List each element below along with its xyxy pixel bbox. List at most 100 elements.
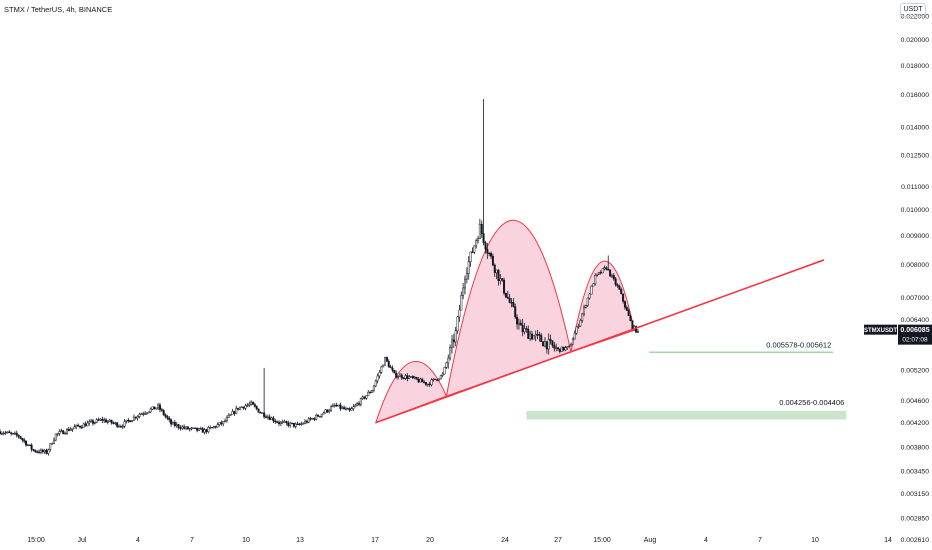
candle-body <box>279 421 282 425</box>
candle <box>242 406 245 410</box>
candle-body <box>86 422 89 427</box>
candle <box>607 255 610 271</box>
candle <box>339 402 342 412</box>
candle-body <box>88 421 91 424</box>
candle-body <box>480 223 483 234</box>
y-tick-label: 0.003800 <box>901 445 930 452</box>
candle <box>346 407 349 410</box>
candle-body <box>532 335 535 340</box>
candle <box>54 433 57 442</box>
candle <box>105 418 108 423</box>
candle-body <box>324 409 327 414</box>
candle <box>352 404 355 411</box>
candle-body <box>517 322 520 325</box>
candle-body <box>248 403 251 406</box>
currency-selector[interactable]: USDT <box>900 3 926 17</box>
candle-body <box>134 416 137 419</box>
candle-body <box>19 436 22 439</box>
candle-body <box>374 380 377 387</box>
candle-body <box>484 242 487 250</box>
candle <box>185 426 187 431</box>
candle-body <box>229 414 232 416</box>
candle-body <box>504 292 507 298</box>
pattern-hump-1 <box>374 361 448 424</box>
candle-body <box>62 430 65 435</box>
candle-body <box>211 426 214 429</box>
candle <box>134 416 137 420</box>
candle <box>478 218 481 240</box>
candle <box>238 406 241 411</box>
candle <box>636 329 639 333</box>
candle-body <box>566 346 569 348</box>
candle-body <box>490 253 493 257</box>
candle-body <box>555 347 558 349</box>
candle-body <box>348 408 351 411</box>
candle-body <box>132 416 135 421</box>
candle-body <box>251 401 254 405</box>
candle <box>95 418 98 424</box>
candle <box>131 420 134 423</box>
candle <box>413 376 416 380</box>
candle-body <box>151 406 154 410</box>
candle-body <box>432 378 435 381</box>
candle <box>13 431 16 435</box>
candle <box>142 411 145 417</box>
candle <box>235 405 238 415</box>
candle-body <box>38 451 41 453</box>
candle <box>261 412 264 414</box>
candle-body <box>428 383 431 386</box>
candle <box>324 409 327 414</box>
candle <box>387 359 390 368</box>
zone-lower <box>526 410 847 420</box>
candle-body <box>408 376 411 379</box>
candle-body <box>424 382 427 385</box>
candle-body <box>469 251 472 263</box>
candle <box>36 450 39 454</box>
candle <box>276 420 279 424</box>
candle-body <box>198 428 201 431</box>
price-tag-bg <box>898 324 932 345</box>
candle <box>309 416 312 421</box>
candle <box>266 414 269 420</box>
candle-body <box>473 245 476 253</box>
candle-body <box>477 238 480 241</box>
candle-body <box>170 419 173 425</box>
candle-body <box>84 423 87 427</box>
candle-body <box>238 406 241 410</box>
candle <box>514 303 517 319</box>
candle-body <box>246 404 249 407</box>
candle-body <box>92 420 94 424</box>
candle-body <box>173 422 176 426</box>
candle-body <box>568 345 571 348</box>
candle <box>592 283 595 287</box>
candle <box>19 436 22 440</box>
candle-body <box>114 422 117 424</box>
candle <box>488 252 491 257</box>
y-tick-label: 0.018000 <box>901 63 930 70</box>
candle <box>411 375 414 380</box>
candle <box>436 379 439 382</box>
candle-body <box>203 429 206 433</box>
candle-body <box>261 412 264 414</box>
candle-body <box>400 374 403 379</box>
x-tick-label: Jul <box>78 537 87 544</box>
candle-body <box>415 376 418 380</box>
candle <box>510 297 513 308</box>
candle <box>231 408 234 415</box>
candle-body <box>601 268 604 274</box>
candle-body <box>129 420 132 423</box>
candle <box>255 405 258 411</box>
candle-body <box>445 362 448 368</box>
candle-body <box>287 422 290 426</box>
candle <box>71 427 74 432</box>
x-tick-label: 7 <box>758 537 762 544</box>
candle-body <box>166 416 169 419</box>
candle <box>305 419 308 424</box>
candle-body <box>181 426 184 429</box>
candle <box>99 418 102 421</box>
candle <box>136 415 139 421</box>
candle <box>26 443 29 447</box>
candle <box>251 401 254 405</box>
